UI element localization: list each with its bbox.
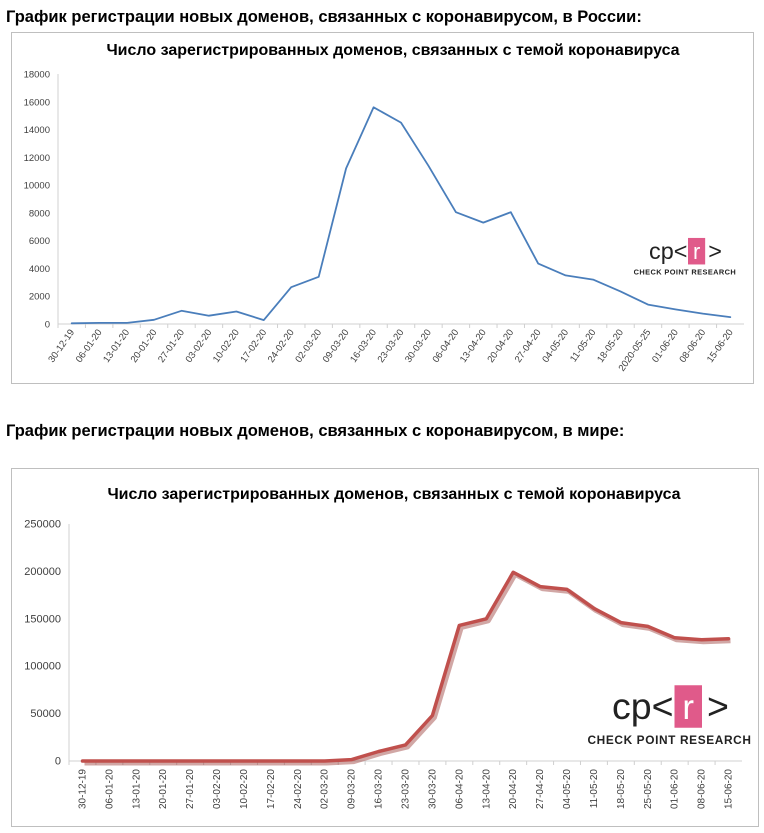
chart-world-y-tick-label: 150000	[24, 613, 61, 625]
chart-world-x-tick-label: 27-01-20	[185, 769, 196, 809]
chart-russia-x-tick-label: 04-05-20	[540, 327, 571, 364]
chart-russia-x-tick-label: 09-03-20	[321, 327, 352, 364]
chart-world-logo-r: r	[682, 688, 694, 727]
chart-world-x-tick-label: 04-05-20	[562, 769, 573, 809]
chart-russia-logo-r-box	[688, 237, 706, 265]
chart-russia-y-tick-label: 8000	[29, 208, 50, 219]
chart-world-y-tick-label: 0	[55, 756, 61, 768]
chart-russia-x-tick-label: 20-01-20	[129, 327, 160, 364]
chart-world-x-tick-label: 06-04-20	[454, 769, 465, 809]
chart-world-x-tick-label: 30-12-19	[77, 769, 88, 809]
chart-world-x-tick-label: 10-02-20	[239, 769, 250, 809]
chart-russia-x-tick-label: 13-04-20	[458, 327, 489, 364]
chart-russia-series-line	[70, 106, 732, 325]
chart-world-x-tick-label: 15-06-20	[724, 769, 735, 809]
chart-russia-logo-cp: cp<	[649, 238, 687, 264]
chart-russia-y-tick-label: 0	[45, 320, 50, 331]
chart-russia-x-tick-label: 30-12-19	[46, 327, 77, 364]
chart-russia-x-tick-label: 06-04-20	[431, 327, 462, 364]
chart-russia-x-tick-label: 01-06-20	[650, 327, 681, 364]
chart-russia-y-tick-label: 14000	[24, 125, 50, 136]
chart-russia-x-tick-label: 03-02-20	[184, 327, 215, 364]
chart-russia-y-tick-label: 6000	[29, 236, 50, 247]
chart-russia-x-tick-label: 17-02-20	[238, 327, 269, 364]
chart-russia-x-tick-label: 24-02-20	[266, 327, 297, 364]
chart-world-y-tick-label: 100000	[24, 661, 61, 673]
chart-world-x-tick-label: 16-03-20	[374, 769, 385, 809]
chart-world-x-tick-label: 11-05-20	[589, 769, 600, 809]
heading-russia: График регистрации новых доменов, связан…	[6, 8, 642, 26]
chart-world-y-tick-label: 250000	[24, 519, 61, 531]
chart-russia-x-tick-label: 15-06-20	[705, 327, 736, 364]
chart-world-x-tick-label: 20-04-20	[508, 769, 519, 809]
chart-russia-logo-gt: >	[708, 238, 722, 264]
chart-russia: Число зарегистрированных доменов, связан…	[11, 32, 754, 384]
chart-world-x-tick-label: 09-03-20	[347, 769, 358, 809]
chart-russia-x-tick-label: 27-04-20	[513, 327, 544, 364]
chart-world-x-tick-label: 27-04-20	[535, 769, 546, 809]
chart-world-title: Число зарегистрированных доменов, связан…	[107, 486, 680, 503]
heading-world: График регистрации новых доменов, связан…	[6, 422, 625, 440]
chart-world-logo-cp: cp<	[612, 685, 674, 727]
chart-world-x-tick-label: 03-02-20	[212, 769, 223, 809]
chart-world-logo-gt: >	[707, 685, 729, 727]
chart-world-logo-r-box	[674, 685, 702, 728]
chart-world-x-tick-label: 08-06-20	[697, 769, 708, 809]
chart-russia-logo: cp< r > CHECK POINT RESEARCH	[634, 237, 736, 277]
chart-world-x-tick-label: 20-01-20	[158, 769, 169, 809]
chart-world-x-tick-label: 01-06-20	[670, 769, 681, 809]
chart-world-x-tick-label: 02-03-20	[320, 769, 331, 809]
chart-russia-x-tick-label: 16-03-20	[348, 327, 379, 364]
chart-russia-x-tick-label: 27-01-20	[156, 327, 187, 364]
chart-russia-x-tick-label: 10-02-20	[211, 327, 242, 364]
chart-world-y-tick-label: 50000	[30, 708, 61, 720]
chart-world-series-line	[80, 570, 731, 763]
chart-russia-title: Число зарегистрированных доменов, связан…	[106, 42, 679, 59]
chart-world-x-tick-label: 17-02-20	[266, 769, 277, 809]
chart-world-x-tick-label: 24-02-20	[293, 769, 304, 809]
chart-world-x-tick-label: 13-04-20	[481, 769, 492, 809]
chart-russia-logo-subtitle: CHECK POINT RESEARCH	[634, 268, 736, 277]
chart-russia-x-tick-label: 06-01-20	[74, 327, 105, 364]
chart-world-logo: cp< r > CHECK POINT RESEARCH	[587, 685, 751, 747]
chart-world-svg: Число зарегистрированных доменов, связан…	[24, 486, 751, 809]
chart-world-y-tick-label: 200000	[24, 566, 61, 578]
chart-world-x-tick-label: 23-03-20	[401, 769, 412, 809]
chart-world-x-tick-label: 06-01-20	[104, 769, 115, 809]
chart-russia-x-tick-label: 23-03-20	[376, 327, 407, 364]
chart-russia-y-tick-label: 18000	[24, 70, 50, 81]
chart-world-x-tick-label: 25-05-20	[643, 769, 654, 809]
chart-world-x-tick-label: 30-03-20	[427, 769, 438, 809]
chart-russia-x-tick-label: 08-06-20	[677, 327, 708, 364]
chart-world-x-tick-label: 13-01-20	[131, 769, 142, 809]
chart-russia-y-tick-label: 4000	[29, 264, 50, 275]
chart-world-x-tick-label: 18-05-20	[616, 769, 627, 809]
chart-russia-logo-r: r	[693, 239, 700, 264]
chart-world: Число зарегистрированных доменов, связан…	[11, 468, 759, 827]
chart-russia-y-tick-label: 12000	[24, 153, 50, 164]
chart-russia-x-tick-label: 13-01-20	[101, 327, 132, 364]
chart-russia-x-tick-label: 30-03-20	[403, 327, 434, 364]
chart-world-logo-subtitle: CHECK POINT RESEARCH	[587, 733, 751, 747]
chart-russia-y-tick-label: 16000	[24, 97, 50, 108]
chart-russia-x-tick-label: 02-03-20	[293, 327, 324, 364]
chart-russia-y-tick-label: 2000	[29, 292, 50, 303]
chart-russia-x-tick-label: 20-04-20	[485, 327, 516, 364]
chart-russia-svg: Число зарегистрированных доменов, связан…	[24, 42, 744, 374]
chart-russia-y-tick-label: 10000	[24, 181, 50, 192]
